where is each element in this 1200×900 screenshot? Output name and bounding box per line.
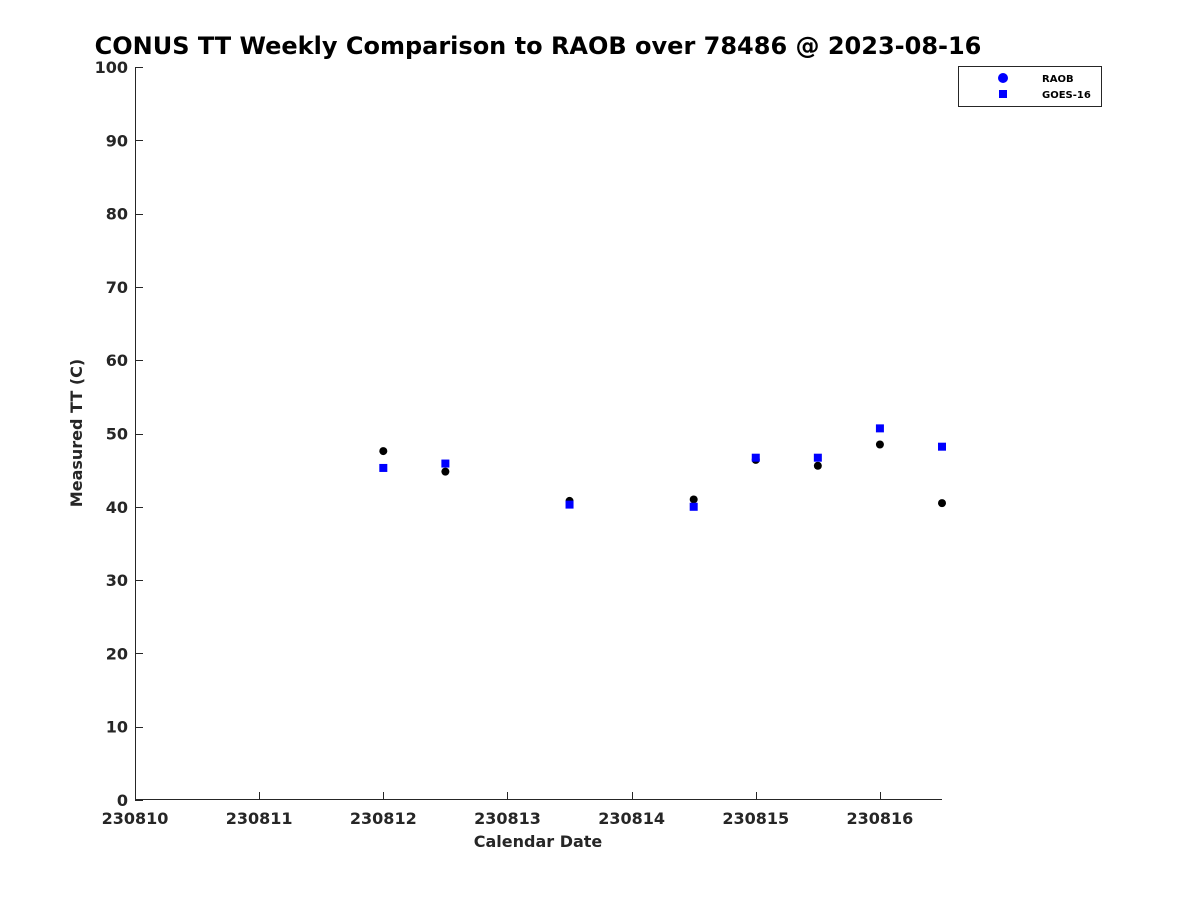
chart-title: CONUS TT Weekly Comparison to RAOB over … <box>95 32 982 60</box>
y-tick-label: 20 <box>106 644 128 663</box>
data-point-raob <box>875 440 884 449</box>
x-tick-label: 230812 <box>350 809 417 828</box>
legend: RAOB GOES-16 <box>958 66 1102 107</box>
data-point-raob <box>938 499 946 508</box>
x-tick-label: 230816 <box>847 809 914 828</box>
data-point-goes-16 <box>441 459 450 468</box>
y-axis-label: Measured TT (C) <box>67 359 86 507</box>
data-point-goes-16 <box>938 442 946 451</box>
y-axis-ticks: 0 10 20 30 40 50 60 70 80 90 100 <box>95 58 143 810</box>
data-point-goes-16 <box>689 502 698 511</box>
data-point-goes-16 <box>813 453 822 462</box>
y-tick-label: 90 <box>106 131 128 150</box>
data-point-raob <box>441 467 450 476</box>
data-series <box>379 424 946 511</box>
x-tick-label: 230810 <box>102 809 169 828</box>
data-point-raob <box>689 495 698 504</box>
legend-marker-raob <box>998 73 1008 83</box>
y-tick-label: 0 <box>117 791 128 810</box>
x-tick-label: 230815 <box>722 809 789 828</box>
y-tick-label: 70 <box>106 278 128 297</box>
data-point-goes-16 <box>379 463 388 472</box>
y-tick-label: 100 <box>95 58 128 77</box>
x-axis-ticks: 230810 230811 230812 230813 230814 230815 2308… <box>102 792 914 828</box>
data-point-goes-16 <box>875 424 884 433</box>
legend-label-raob: RAOB <box>1042 74 1074 85</box>
y-tick-label: 10 <box>106 718 128 737</box>
x-axis-label: Calendar Date <box>474 832 603 851</box>
data-point-goes-16 <box>751 453 760 462</box>
series-raob <box>379 440 946 508</box>
data-point-goes-16 <box>565 500 574 509</box>
y-tick-label: 40 <box>106 498 128 517</box>
y-tick-label: 50 <box>106 425 128 444</box>
data-point-raob <box>813 461 822 470</box>
legend-box <box>958 66 1102 107</box>
series-goes-16 <box>379 424 946 511</box>
legend-marker-goes-16 <box>999 90 1007 98</box>
x-tick-label: 230814 <box>598 809 665 828</box>
y-tick-label: 80 <box>106 205 128 224</box>
data-point-raob <box>379 447 388 456</box>
y-tick-label: 60 <box>106 351 128 370</box>
x-tick-label: 230813 <box>474 809 541 828</box>
legend-label-goes-16: GOES-16 <box>1042 90 1091 101</box>
y-tick-label: 30 <box>106 571 128 590</box>
x-tick-label: 230811 <box>226 809 293 828</box>
